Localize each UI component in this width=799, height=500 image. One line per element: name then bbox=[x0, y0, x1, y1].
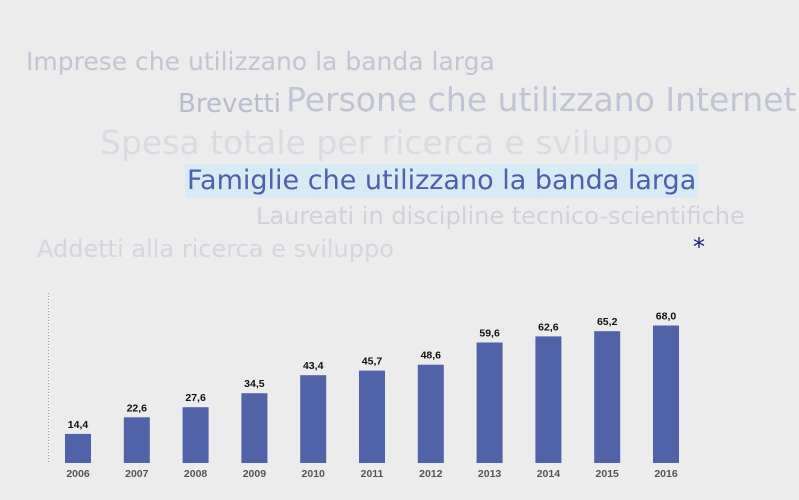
indicator-brevetti[interactable]: Brevetti bbox=[178, 89, 281, 119]
x-tick-2009: 2009 bbox=[243, 468, 267, 480]
data-label-2011: 45,7 bbox=[362, 356, 383, 368]
x-tick-2011: 2011 bbox=[361, 468, 384, 480]
bar-2015 bbox=[594, 331, 621, 463]
indicator-addetti-ricerca[interactable]: Addetti alla ricerca e sviluppo bbox=[37, 235, 394, 263]
data-label-2010: 43,4 bbox=[303, 360, 324, 372]
data-label-2008: 27,6 bbox=[185, 392, 206, 404]
asterisk-note-marker: * bbox=[693, 233, 705, 261]
data-label-2015: 65,2 bbox=[597, 316, 618, 328]
indicator-imprese-banda-larga[interactable]: Imprese che utilizzano la banda larga bbox=[26, 47, 495, 76]
data-label-2009: 34,5 bbox=[244, 378, 265, 390]
x-tick-2012: 2012 bbox=[419, 468, 443, 480]
x-tick-2010: 2010 bbox=[302, 468, 326, 480]
bar-2007 bbox=[123, 417, 150, 463]
bar-2014 bbox=[535, 336, 562, 463]
x-tick-2016: 2016 bbox=[654, 468, 678, 480]
bar-2010 bbox=[300, 375, 327, 463]
data-label-2014: 62,6 bbox=[538, 321, 559, 333]
data-label-2006: 14,4 bbox=[68, 419, 89, 431]
x-tick-2007: 2007 bbox=[125, 468, 149, 480]
bar-2016 bbox=[653, 325, 679, 463]
data-label-2013: 59,6 bbox=[479, 328, 500, 340]
bar-2013 bbox=[476, 342, 503, 463]
indicator-laureati-tecnico-scientifiche[interactable]: Laureati in discipline tecnico-scientifi… bbox=[256, 202, 745, 230]
bar-2006 bbox=[65, 433, 91, 463]
data-label-2012: 48,6 bbox=[421, 350, 442, 362]
bar-2012 bbox=[417, 364, 444, 463]
x-tick-2014: 2014 bbox=[537, 468, 561, 480]
bar-2011 bbox=[359, 370, 385, 463]
indicator-persone-internet[interactable]: Persone che utilizzano Internet bbox=[286, 80, 797, 119]
x-tick-2015: 2015 bbox=[596, 468, 620, 480]
x-tick-2013: 2013 bbox=[478, 468, 502, 480]
data-label-2007: 22,6 bbox=[127, 402, 148, 414]
indicator-spesa-ricerca[interactable]: Spesa totale per ricerca e sviluppo bbox=[100, 123, 674, 162]
x-tick-2006: 2006 bbox=[66, 468, 90, 480]
bar-2009 bbox=[241, 393, 268, 463]
indicator-famiglie-banda-larga-selected[interactable]: Famiglie che utilizzano la banda larga bbox=[185, 164, 699, 198]
x-tick-2008: 2008 bbox=[184, 468, 208, 480]
data-label-2016: 68,0 bbox=[656, 311, 677, 323]
bar-2008 bbox=[182, 407, 209, 463]
